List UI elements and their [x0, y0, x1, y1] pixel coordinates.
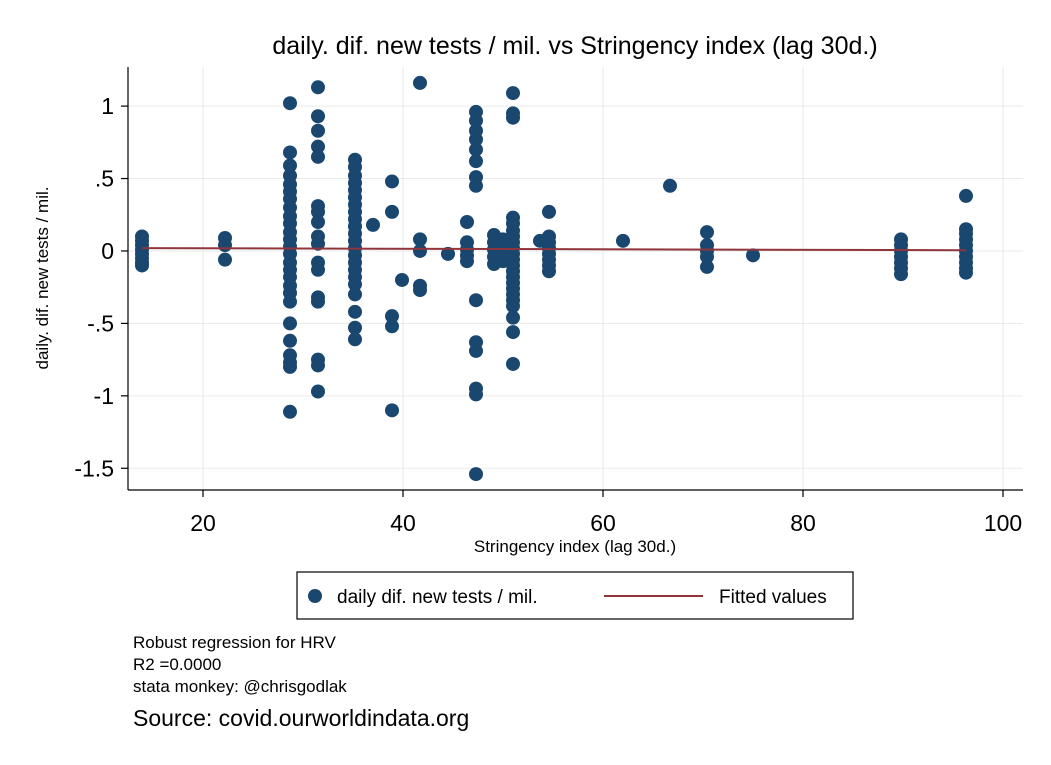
legend-label-points: daily dif. new tests / mil. — [337, 587, 538, 608]
scatter-point — [413, 75, 427, 90]
x-tick-label: 20 — [190, 510, 216, 536]
scatter-point — [348, 287, 362, 302]
scatter-point — [469, 467, 483, 482]
y-tick-label: .5 — [95, 166, 114, 192]
scatter-point — [283, 96, 297, 111]
tick-labels: 20 40 60 80 100 1 .5 0 -.5 -1 -1.5 — [74, 93, 1022, 536]
scatter-point — [283, 145, 297, 160]
scatter-point — [385, 204, 399, 219]
scatter-point — [385, 403, 399, 418]
scatter-point — [385, 174, 399, 189]
y-tick-label: -1 — [94, 383, 114, 409]
legend: daily dif. new tests / mil. Fitted value… — [296, 571, 854, 620]
scatter-point — [311, 80, 325, 95]
scatter-point — [413, 243, 427, 258]
scatter-point — [385, 309, 399, 324]
axes — [127, 67, 1023, 491]
scatter-points-layer — [135, 75, 973, 482]
legend-marker-points — [308, 589, 322, 603]
scatter-point — [469, 178, 483, 193]
scatter-point — [311, 123, 325, 138]
scatter-point — [469, 293, 483, 308]
scatter-point — [311, 262, 325, 277]
note-regression: Robust regression for HRV — [133, 633, 336, 652]
scatter-point — [441, 246, 455, 261]
scatter-point — [283, 359, 297, 374]
scatter-point — [311, 204, 325, 219]
scatter-point — [283, 316, 297, 331]
scatter-point — [506, 325, 520, 340]
scatter-point — [506, 310, 520, 325]
x-tick-label: 60 — [590, 510, 616, 536]
scatter-point — [460, 254, 474, 269]
x-axis-label: Stringency index (lag 30d.) — [474, 537, 676, 556]
y-tick-label: -1.5 — [74, 455, 114, 481]
x-tick-label: 100 — [984, 510, 1022, 536]
scatter-point — [311, 236, 325, 251]
scatter-point — [311, 149, 325, 164]
scatter-point — [283, 294, 297, 309]
scatter-point — [506, 356, 520, 371]
scatter-point — [348, 320, 362, 335]
scatter-point — [311, 358, 325, 373]
scatter-point — [283, 158, 297, 173]
scatter-point — [413, 283, 427, 298]
scatter-point — [542, 264, 556, 279]
chart-title: daily. dif. new tests / mil. vs Stringen… — [272, 32, 877, 60]
scatter-point — [311, 294, 325, 309]
scatter-point — [469, 343, 483, 358]
scatter-point — [700, 249, 714, 264]
y-tick-label: 1 — [101, 93, 114, 119]
scatter-point — [506, 110, 520, 125]
legend-label-fit: Fitted values — [719, 587, 827, 608]
scatter-point — [218, 252, 232, 267]
legend-box — [296, 571, 854, 620]
y-tick-label: -.5 — [87, 310, 114, 336]
scatter-point — [469, 142, 483, 157]
scatter-point — [135, 258, 149, 273]
scatter-point — [395, 272, 409, 287]
x-tick-label: 40 — [390, 510, 416, 536]
scatter-point — [469, 132, 483, 147]
scatter-point — [218, 238, 232, 253]
scatter-point — [460, 215, 474, 230]
note-r2: R2 =0.0000 — [133, 655, 222, 674]
scatter-point — [700, 225, 714, 240]
scatter-point — [348, 277, 362, 292]
fitted-line — [141, 247, 967, 252]
scatter-point — [616, 233, 630, 248]
scatter-point — [959, 265, 973, 280]
scatter-point — [385, 319, 399, 334]
y-axis-label: daily. dif. new tests / mil. — [33, 187, 52, 370]
scatter-point — [542, 204, 556, 219]
scatter-point — [413, 232, 427, 247]
scatter-point — [663, 178, 677, 193]
scatter-point — [469, 154, 483, 169]
scatter-point — [311, 109, 325, 124]
scatter-point — [700, 259, 714, 274]
scatter-point — [366, 217, 380, 232]
scatter-point — [311, 384, 325, 399]
scatter-point — [506, 86, 520, 101]
note-author: stata monkey: @chrisgodlak — [133, 677, 347, 696]
scatter-point — [283, 404, 297, 419]
scatter-point — [348, 332, 362, 347]
scatter-point — [311, 215, 325, 230]
scatter-point — [506, 299, 520, 314]
scatter-point — [959, 188, 973, 203]
scatter-point — [348, 304, 362, 319]
note-source: Source: covid.ourworldindata.org — [133, 705, 470, 731]
gridlines — [128, 67, 1023, 490]
scatter-point — [746, 248, 760, 263]
scatter-point — [311, 139, 325, 154]
y-tick-label: 0 — [101, 238, 114, 264]
x-tick-label: 80 — [790, 510, 816, 536]
scatter-point — [469, 387, 483, 402]
fitted-line-layer — [141, 247, 967, 252]
scatter-point — [283, 333, 297, 348]
scatter-point — [894, 267, 908, 282]
scatter-point — [469, 113, 483, 128]
